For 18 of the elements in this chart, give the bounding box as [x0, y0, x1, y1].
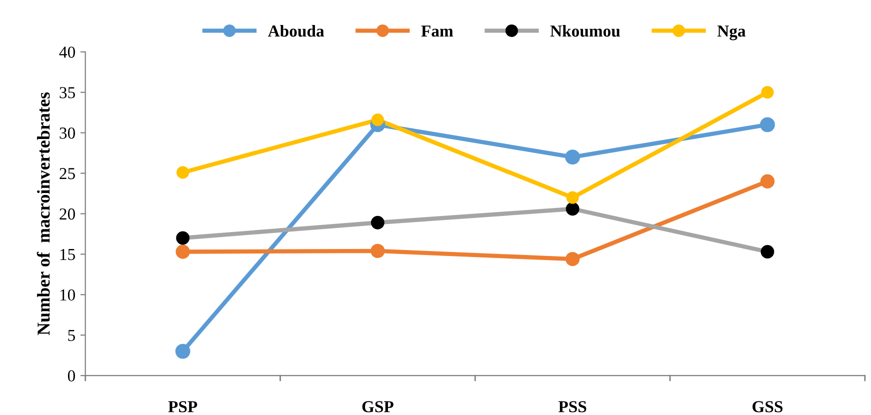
- legend-label: Abouda: [268, 24, 324, 37]
- x-tick-label: PSS: [558, 401, 586, 412]
- y-tick-label: 0: [68, 370, 75, 382]
- y-tick-label: 30: [60, 128, 75, 139]
- y-axis-title: Number of macroinvertebrates: [36, 92, 50, 336]
- y-tick-label: 15: [60, 248, 75, 260]
- y-tick-label: 20: [60, 208, 75, 220]
- x-tick-label: PSP: [168, 401, 198, 412]
- y-tick-label: 10: [60, 289, 75, 301]
- x-tick-label: GSP: [362, 401, 394, 412]
- legend-label: Fam: [421, 26, 454, 37]
- y-tick-label: 35: [60, 87, 75, 98]
- y-tick-label: 40: [59, 46, 75, 58]
- y-tick-label: 5: [68, 330, 75, 342]
- legend-label: Nkoumou: [550, 24, 620, 37]
- y-tick-label: 25: [60, 168, 75, 180]
- x-tick-label: GSS: [752, 401, 783, 412]
- legend-label: Nga: [717, 26, 746, 40]
